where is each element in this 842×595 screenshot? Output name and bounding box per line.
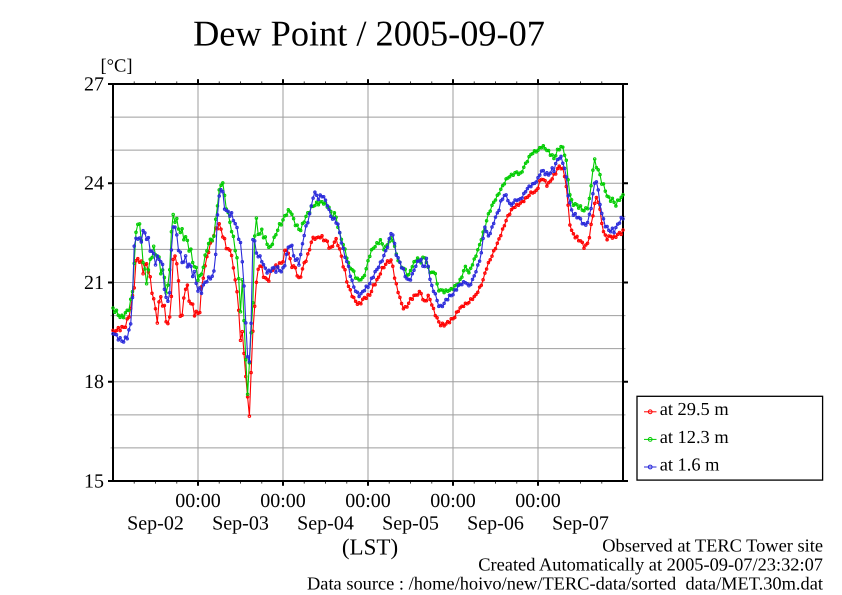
svg-text:21: 21 [84,272,104,294]
svg-text:Data source : /home/hoivo/new/: Data source : /home/hoivo/new/TERC-data/… [307,574,823,594]
svg-text:24: 24 [84,173,104,195]
svg-text:(LST): (LST) [342,535,398,560]
svg-text:Observed at TERC Tower site: Observed at TERC Tower site [602,536,823,556]
svg-text:at 29.5 m: at 29.5 m [660,399,730,419]
svg-text:[°C]: [°C] [101,57,133,77]
svg-text:00:00: 00:00 [345,490,391,512]
svg-text:at 12.3 m: at 12.3 m [660,427,730,447]
svg-text:at 1.6 m: at 1.6 m [660,454,720,474]
svg-text:Sep-03: Sep-03 [212,513,269,535]
svg-text:Sep-05: Sep-05 [382,513,439,535]
svg-text:27: 27 [84,73,104,95]
svg-text:Created Automatically at 2005-: Created Automatically at 2005-09-07/23:3… [478,554,823,574]
svg-text:18: 18 [84,371,104,393]
svg-text:00:00: 00:00 [515,490,561,512]
svg-text:00:00: 00:00 [430,490,476,512]
svg-text:00:00: 00:00 [175,490,221,512]
svg-text:Sep-07: Sep-07 [552,513,609,535]
svg-text:Dew Point / 2005-09-07: Dew Point / 2005-09-07 [193,14,545,54]
svg-text:15: 15 [84,470,104,492]
svg-text:Sep-02: Sep-02 [127,513,184,535]
svg-text:Sep-06: Sep-06 [467,513,524,535]
svg-text:00:00: 00:00 [260,490,306,512]
svg-text:Sep-04: Sep-04 [297,513,354,535]
